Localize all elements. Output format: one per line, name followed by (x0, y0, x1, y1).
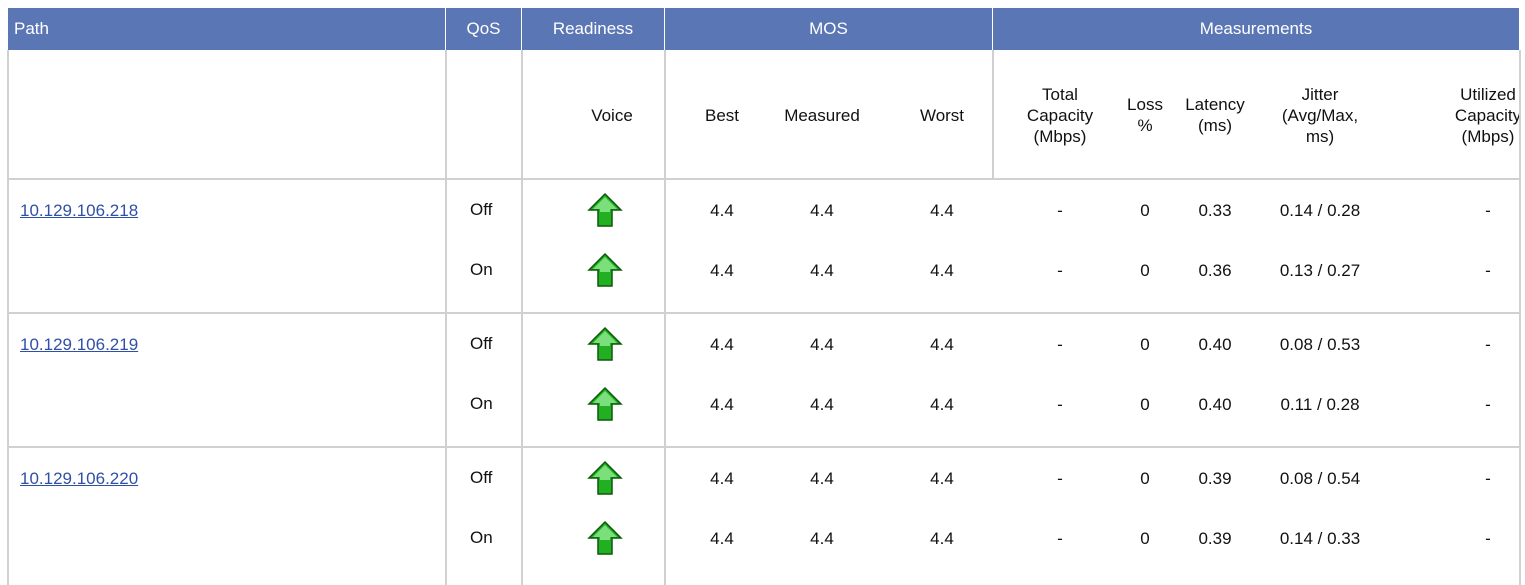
data-cell: 4.4 (930, 200, 954, 220)
readiness-icon (587, 326, 623, 361)
readiness-icon (587, 460, 623, 495)
subheader-cell: Latency (ms) (1185, 95, 1245, 135)
qos-cell: Off (470, 200, 493, 219)
subheader-cell: Total Capacity (Mbps) (1026, 84, 1094, 146)
border (521, 50, 523, 585)
data-cell: 0.36 (1198, 260, 1232, 280)
data-cell: - (1485, 200, 1491, 220)
data-cell: 4.4 (710, 334, 734, 354)
data-cell: 0.08 / 0.53 (1279, 334, 1361, 354)
data-cell: 0 (1140, 528, 1150, 548)
header-cell: Path (8, 8, 446, 50)
data-cell: 0.11 / 0.28 (1280, 394, 1360, 414)
readiness-icon (587, 386, 623, 421)
subheader-cell: Utilized Capacity (Mbps) (1454, 84, 1522, 146)
data-cell: - (1057, 468, 1063, 488)
data-cell: 0.39 (1198, 468, 1232, 488)
qos-cell: Off (470, 468, 493, 487)
data-cell: - (1057, 394, 1063, 414)
data-cell: 0.14 / 0.33 (1279, 528, 1361, 548)
path-link[interactable]: 10.129.106.218 (20, 201, 139, 220)
data-cell: - (1485, 468, 1491, 488)
qos-cell: On (470, 394, 493, 413)
readiness-icon (587, 520, 623, 555)
subheader-cell: Jitter (Avg/Max, ms) (1281, 84, 1359, 146)
path-link[interactable]: 10.129.106.219 (20, 335, 139, 354)
data-cell: 4.4 (930, 468, 954, 488)
border (8, 446, 1520, 448)
border (7, 50, 9, 585)
readiness-icon (587, 192, 623, 227)
data-cell: 4.4 (930, 260, 954, 280)
data-cell: - (1485, 260, 1491, 280)
data-cell: - (1057, 528, 1063, 548)
data-cell: - (1057, 260, 1063, 280)
qos-cell: Off (470, 334, 493, 353)
border (1519, 50, 1521, 585)
header-cell: Measurements (993, 8, 1520, 50)
data-cell: 4.4 (710, 200, 734, 220)
qos-cell: On (470, 528, 493, 547)
border (8, 178, 1520, 180)
path-link[interactable]: 10.129.106.220 (20, 469, 139, 488)
border (992, 50, 994, 178)
border (445, 50, 447, 585)
subheader-cell: Worst (919, 105, 965, 125)
data-cell: 4.4 (810, 260, 834, 280)
data-cell: 4.4 (710, 394, 734, 414)
subheader-cell: Loss % (1127, 95, 1163, 135)
data-cell: 0.39 (1198, 528, 1232, 548)
data-cell: 0.13 / 0.27 (1279, 260, 1361, 280)
data-cell: 0 (1140, 200, 1150, 220)
data-cell: 4.4 (930, 528, 954, 548)
header-cell: Readiness (522, 8, 665, 50)
data-cell: 4.4 (930, 334, 954, 354)
data-cell: 4.4 (710, 468, 734, 488)
readiness-icon (587, 252, 623, 287)
data-cell: 4.4 (930, 394, 954, 414)
data-cell: 4.4 (710, 260, 734, 280)
data-cell: - (1485, 334, 1491, 354)
data-cell: 0 (1140, 468, 1150, 488)
data-cell: 0.40 (1198, 334, 1232, 354)
data-cell: 4.4 (810, 200, 834, 220)
data-cell: 0.08 / 0.54 (1279, 468, 1361, 488)
data-cell: 4.4 (810, 468, 834, 488)
data-cell: - (1057, 200, 1063, 220)
data-cell: 0 (1140, 394, 1150, 414)
data-cell: 4.4 (710, 528, 734, 548)
border (8, 312, 1520, 314)
data-cell: 0.40 (1198, 394, 1232, 414)
data-cell: 0.14 / 0.28 (1279, 200, 1361, 220)
data-cell: - (1057, 334, 1063, 354)
subheader-cell: Voice (591, 105, 633, 125)
data-cell: 4.4 (810, 394, 834, 414)
header-cell: MOS (665, 8, 993, 50)
subheader-cell: Measured (784, 105, 860, 125)
header-cell: QoS (446, 8, 522, 50)
data-cell: - (1485, 528, 1491, 548)
data-cell: - (1485, 394, 1491, 414)
subheader-cell: Best (704, 105, 740, 125)
data-cell: 0 (1140, 334, 1150, 354)
data-cell: 4.4 (810, 334, 834, 354)
border (664, 50, 666, 585)
data-cell: 0 (1140, 260, 1150, 280)
data-cell: 0.33 (1198, 200, 1232, 220)
data-cell: 4.4 (810, 528, 834, 548)
qos-cell: On (470, 260, 493, 279)
